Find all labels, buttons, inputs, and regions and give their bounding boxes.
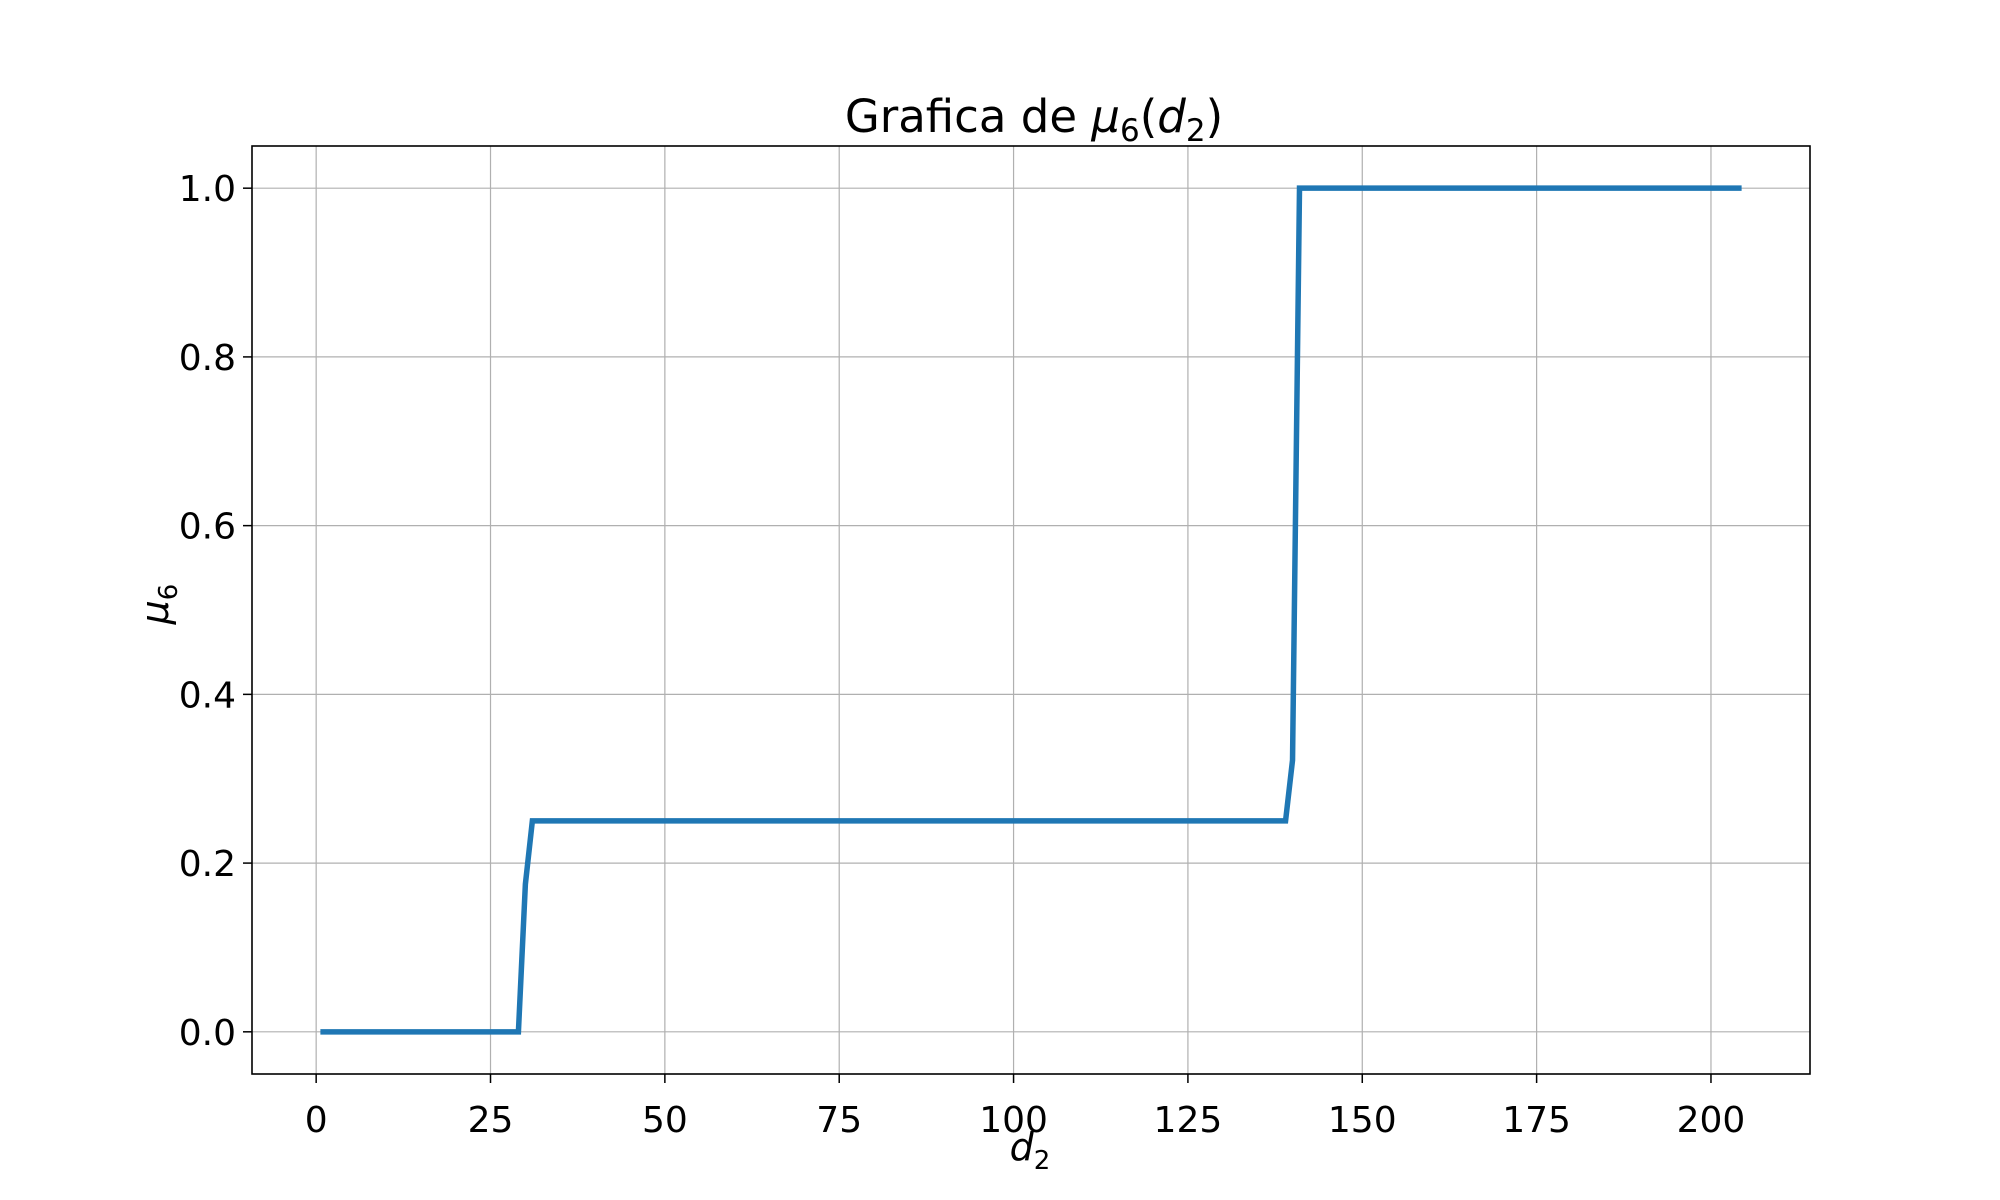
x-tick-label: 100 <box>979 1100 1048 1141</box>
x-tick-label: 75 <box>816 1100 862 1141</box>
x-tick-labels: 0 25 50 75 100 125 150 175 200 <box>305 1100 1746 1141</box>
y-tick-label: 0.4 <box>179 675 236 716</box>
x-tick-label: 50 <box>642 1100 688 1141</box>
y-tick-label: 0.2 <box>179 844 236 885</box>
x-tick-label: 200 <box>1677 1100 1746 1141</box>
x-axis-label: d2 <box>1010 1125 1051 1176</box>
x-tick-label: 25 <box>468 1100 514 1141</box>
x-tick-label: 150 <box>1328 1100 1397 1141</box>
axis-ticks <box>243 187 1712 1083</box>
y-tick-labels: 0.0 0.2 0.4 0.6 0.8 1.0 <box>179 169 236 1054</box>
series-line <box>320 185 1742 1035</box>
series-layer <box>320 185 1742 1035</box>
plot-frame <box>251 145 1811 1075</box>
y-axis-label: μ6 <box>133 584 184 626</box>
y-tick-label: 1.0 <box>179 169 236 210</box>
x-tick-label: 0 <box>305 1100 328 1141</box>
y-tick-label: 0.0 <box>179 1013 236 1054</box>
y-tick-label: 0.8 <box>179 338 236 379</box>
y-tick-label: 0.6 <box>179 507 236 548</box>
x-tick-label: 125 <box>1154 1100 1223 1141</box>
grid-lines <box>252 146 1810 1074</box>
x-tick-label: 175 <box>1502 1100 1571 1141</box>
chart-title: Grafica de μ6(d2) <box>845 90 1223 149</box>
